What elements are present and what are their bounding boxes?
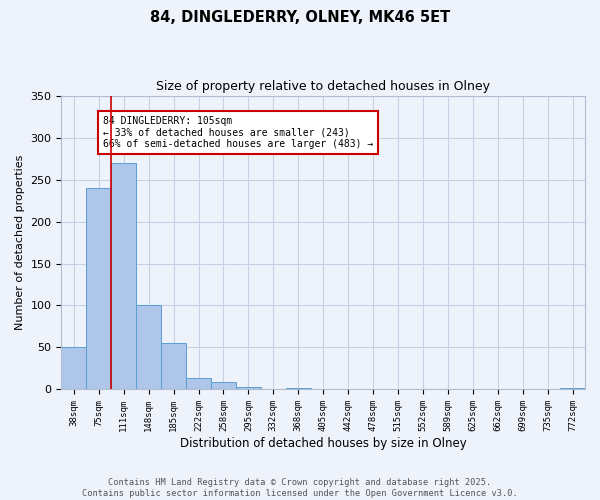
- Title: Size of property relative to detached houses in Olney: Size of property relative to detached ho…: [156, 80, 490, 93]
- Bar: [286, 388, 311, 390]
- Bar: [111, 162, 136, 390]
- Text: 84 DINGLEDERRY: 105sqm
← 33% of detached houses are smaller (243)
66% of semi-de: 84 DINGLEDERRY: 105sqm ← 33% of detached…: [103, 116, 374, 150]
- Text: Contains HM Land Registry data © Crown copyright and database right 2025.
Contai: Contains HM Land Registry data © Crown c…: [82, 478, 518, 498]
- Bar: [211, 382, 236, 390]
- Bar: [136, 306, 161, 390]
- Y-axis label: Number of detached properties: Number of detached properties: [15, 155, 25, 330]
- X-axis label: Distribution of detached houses by size in Olney: Distribution of detached houses by size …: [180, 437, 467, 450]
- Bar: [161, 344, 186, 390]
- Bar: [186, 378, 211, 390]
- Bar: [560, 388, 585, 390]
- Text: 84, DINGLEDERRY, OLNEY, MK46 5ET: 84, DINGLEDERRY, OLNEY, MK46 5ET: [150, 10, 450, 25]
- Bar: [236, 387, 261, 390]
- Bar: [61, 348, 86, 390]
- Bar: [86, 188, 111, 390]
